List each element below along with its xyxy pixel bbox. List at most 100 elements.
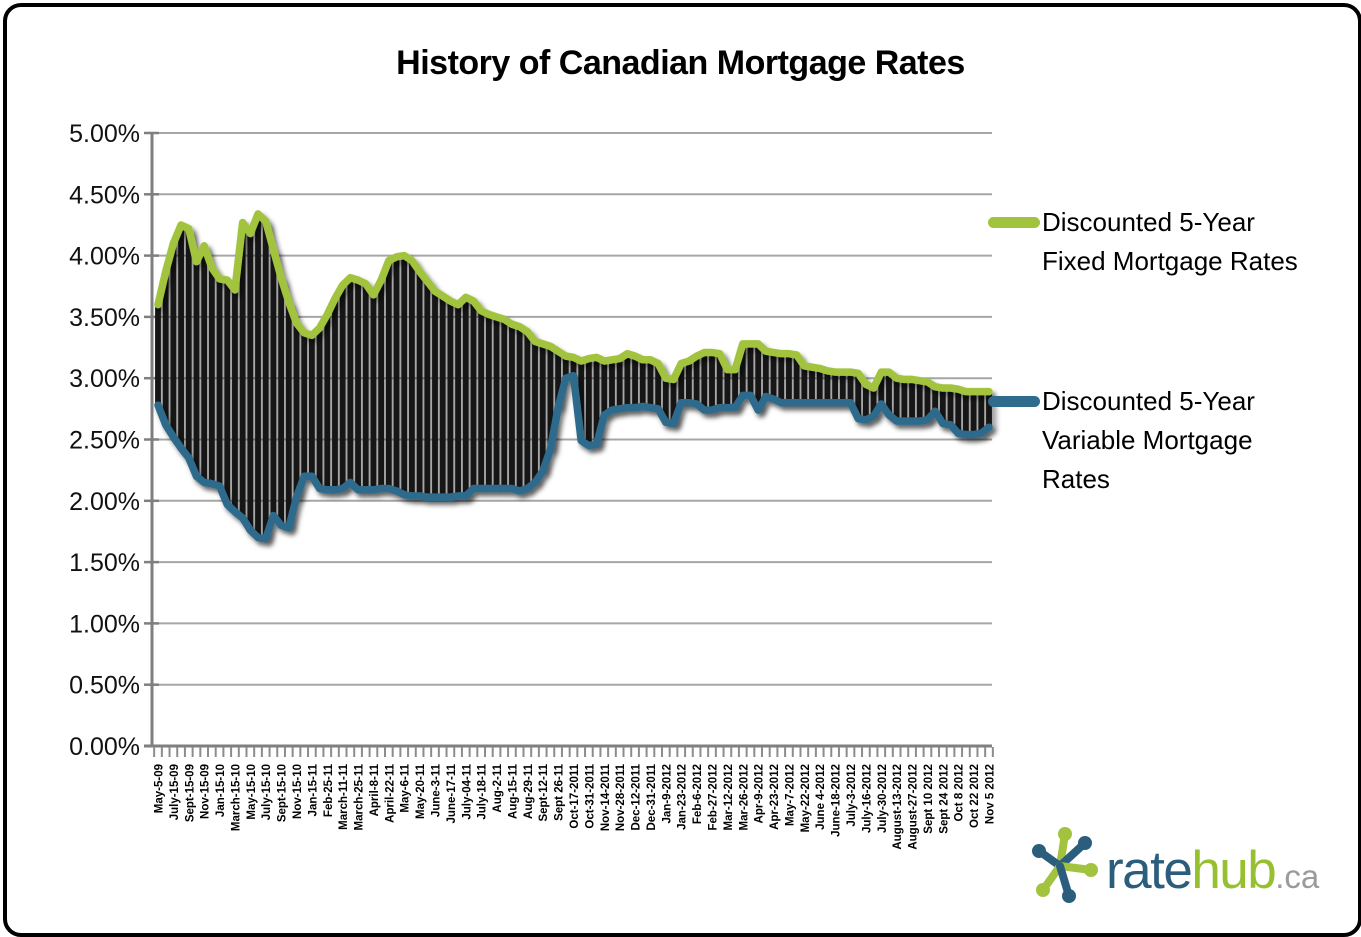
rate-spread-bar bbox=[539, 343, 546, 472]
rate-spread-bar bbox=[362, 283, 369, 490]
rate-spread-bar bbox=[293, 323, 300, 498]
rate-spread-bar bbox=[847, 372, 854, 403]
rate-spread-bar bbox=[493, 316, 500, 489]
rate-spread-bar bbox=[832, 372, 839, 403]
x-axis-label: June 4-2012 bbox=[815, 764, 827, 830]
x-axis-label: Jan-15-10 bbox=[215, 764, 227, 817]
x-axis-label: May-6-11 bbox=[400, 763, 412, 812]
rate-spread-bar bbox=[470, 300, 477, 489]
x-axis-label: July-15-09 bbox=[169, 764, 181, 820]
x-axis-label: July-04-11 bbox=[461, 763, 473, 819]
x-axis-label: July-30-2012 bbox=[877, 764, 889, 833]
rate-spread-bar bbox=[185, 228, 192, 458]
x-axis-label: Apr-9-2012 bbox=[754, 764, 766, 823]
x-axis-label: Dec-12-2011 bbox=[631, 763, 643, 830]
rate-spread-bar bbox=[355, 280, 361, 490]
x-axis-label: Feb-27-2012 bbox=[708, 764, 720, 830]
rate-spread-bar bbox=[278, 277, 285, 526]
x-axis-label: Sept-15-09 bbox=[184, 764, 196, 822]
y-axis-label: 5.00% bbox=[69, 120, 140, 148]
rate-spread-bar bbox=[208, 267, 215, 484]
x-axis-label: Sept 26-11 bbox=[554, 763, 566, 820]
rate-spread-bar bbox=[447, 300, 454, 498]
rate-spread-bar bbox=[793, 354, 800, 403]
star-spoke bbox=[1056, 836, 1092, 870]
rate-spread-bar bbox=[809, 367, 815, 403]
rate-spread-bar bbox=[662, 378, 669, 423]
rate-spread-bar bbox=[224, 280, 231, 505]
rate-spread-bar bbox=[732, 369, 738, 408]
rate-spread-bar bbox=[624, 353, 631, 408]
rate-spread-bar bbox=[986, 391, 992, 428]
rate-spread-bar bbox=[955, 389, 962, 434]
x-axis-label: July-16-2012 bbox=[861, 764, 873, 833]
rate-spread-bar bbox=[739, 343, 746, 396]
rate-spread-bar bbox=[201, 245, 208, 483]
x-axis-label: Oct-31-2011 bbox=[584, 763, 596, 828]
rate-spread-bar bbox=[601, 361, 608, 415]
y-axis-label: 0.00% bbox=[69, 733, 140, 761]
legend-label-variable: Discounted 5-Year Variable Mortgage Rate… bbox=[1042, 386, 1255, 494]
rate-spread-bar bbox=[893, 378, 900, 422]
rate-spread-bar bbox=[270, 249, 277, 516]
x-axis-label: Sept 10 2012 bbox=[923, 764, 935, 834]
rate-spread-bar bbox=[424, 281, 431, 498]
rate-spread-bar bbox=[547, 346, 554, 450]
rate-spread-bar bbox=[632, 356, 638, 408]
y-axis-label: 4.50% bbox=[69, 181, 140, 209]
x-axis-label: Nov-15-09 bbox=[200, 764, 212, 819]
x-axis-label: Jan-23-2012 bbox=[677, 764, 689, 830]
rate-spread-bar bbox=[262, 221, 269, 539]
rate-spread-bar bbox=[193, 261, 200, 477]
rate-spread-bar bbox=[385, 260, 392, 489]
rate-spread-bar bbox=[239, 222, 246, 518]
rate-spread-bar bbox=[516, 326, 523, 491]
x-axis-label: July-3-2012 bbox=[846, 764, 858, 827]
y-axis-label: 3.00% bbox=[69, 365, 140, 393]
rate-spread-bar bbox=[409, 260, 415, 496]
rate-spread-bar bbox=[455, 304, 461, 496]
x-axis-label: Mar-26-2012 bbox=[738, 764, 750, 830]
variable-rate-line bbox=[154, 371, 993, 543]
rate-spread-bar bbox=[562, 356, 569, 379]
star-spoke bbox=[1036, 862, 1064, 897]
x-axis-label: May-20-11 bbox=[415, 763, 427, 819]
x-axis-label: May-5-09 bbox=[154, 764, 166, 813]
rate-spread-bar bbox=[862, 384, 869, 420]
variable-series-swatch bbox=[988, 396, 1040, 407]
x-axis-label: Mar-12-2012 bbox=[723, 764, 735, 830]
y-axis-label: 1.00% bbox=[69, 610, 140, 638]
rate-spread-bar bbox=[655, 363, 662, 409]
rate-spread-bar bbox=[255, 213, 261, 538]
x-axis-label: Aug-29-11 bbox=[523, 763, 535, 819]
rate-spread-bar bbox=[155, 304, 161, 406]
rate-spread-bar bbox=[909, 379, 915, 422]
rate-spread-bar bbox=[232, 289, 238, 512]
y-axis-label: 0.50% bbox=[69, 672, 140, 700]
rate-spread-bar bbox=[478, 310, 485, 489]
rate-spread-bar bbox=[401, 255, 408, 495]
y-axis-label: 1.50% bbox=[69, 549, 140, 577]
y-axis-label: 4.00% bbox=[69, 243, 140, 271]
ratehub-logo: ratehub.ca bbox=[1022, 822, 1352, 922]
rate-spread-bar bbox=[609, 359, 615, 411]
rate-spread-bar bbox=[393, 256, 400, 491]
rate-spread-bar bbox=[462, 297, 469, 496]
y-axis-label: 3.50% bbox=[69, 304, 140, 332]
star-spoke bbox=[1032, 844, 1064, 870]
x-axis-label: July-15-10 bbox=[261, 764, 273, 820]
rate-spread-bar bbox=[947, 388, 954, 425]
x-axis-label: May-15-10 bbox=[246, 764, 258, 820]
rate-spread-bar bbox=[939, 388, 946, 424]
rate-spread-bar bbox=[285, 302, 292, 528]
rate-spread-bar bbox=[839, 372, 846, 403]
x-axis-label: August-27-2012 bbox=[908, 764, 920, 850]
x-axis-label: Nov-28-2011 bbox=[615, 763, 627, 831]
rate-spread-bar bbox=[332, 298, 338, 490]
rate-spread-bar bbox=[770, 352, 777, 400]
x-axis-label: March-15-10 bbox=[230, 764, 242, 831]
rate-spread-bar bbox=[524, 331, 531, 489]
x-axis-ticks bbox=[153, 747, 994, 757]
rate-spread-bar bbox=[216, 278, 223, 487]
rate-spread-bar bbox=[639, 359, 646, 407]
